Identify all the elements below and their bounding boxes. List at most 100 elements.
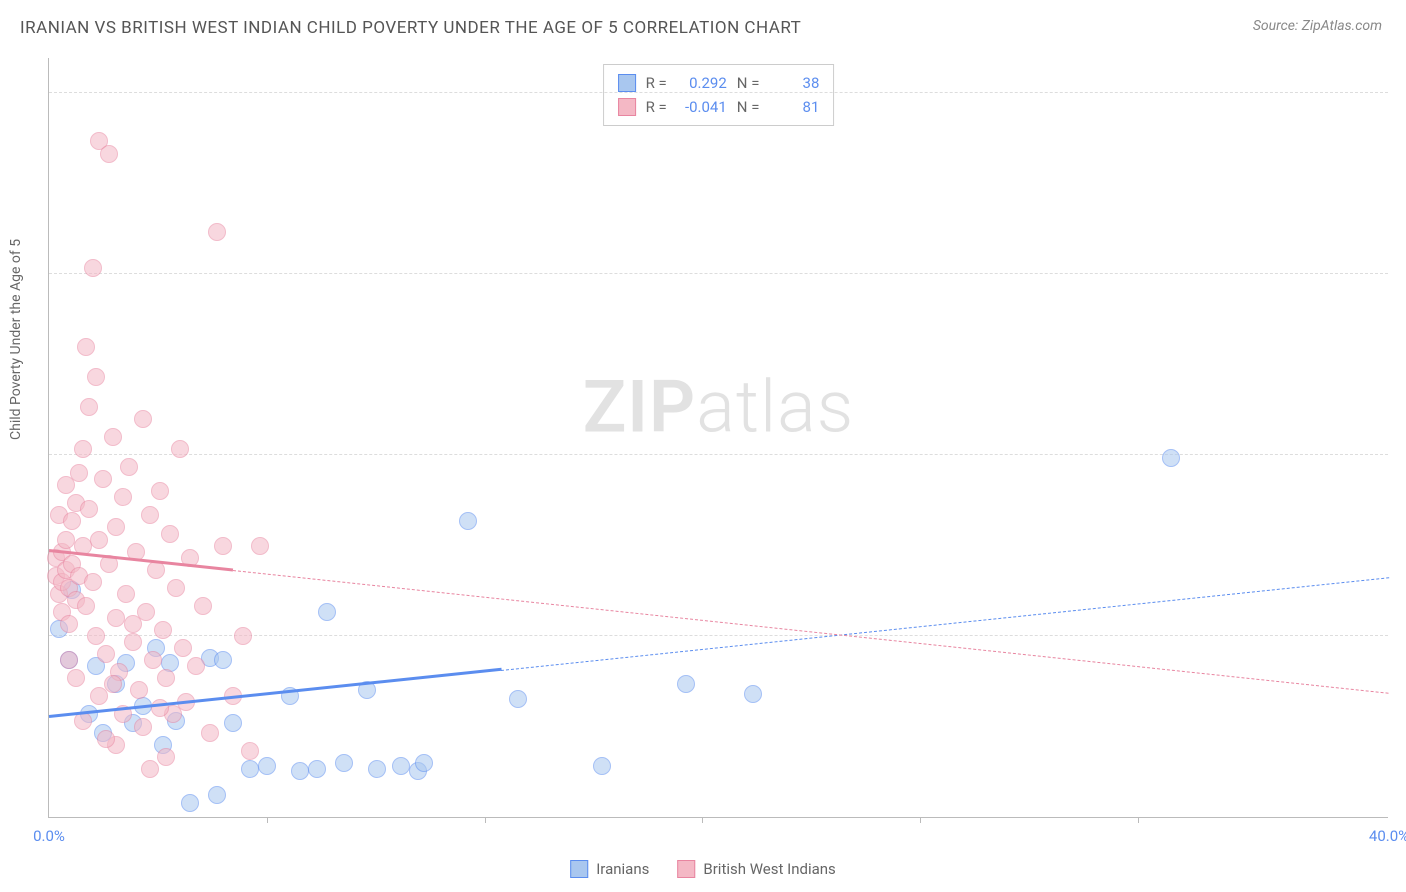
r-value: -0.041 [677, 95, 727, 119]
data-point [90, 531, 108, 549]
data-point [509, 690, 527, 708]
data-point [151, 482, 169, 500]
chart-header: IRANIAN VS BRITISH WEST INDIAN CHILD POV… [0, 0, 1406, 46]
data-point [97, 645, 115, 663]
data-point [124, 633, 142, 651]
data-point [104, 428, 122, 446]
data-point [214, 537, 232, 555]
data-point [107, 609, 125, 627]
gridline [49, 92, 1388, 93]
data-point [74, 440, 92, 458]
data-point [187, 657, 205, 675]
data-point [744, 685, 762, 703]
data-point [415, 754, 433, 772]
data-point [241, 760, 259, 778]
data-point [174, 639, 192, 657]
trend-line-extrapolated [501, 577, 1389, 671]
data-point [67, 669, 85, 687]
legend-item: Iranians [570, 860, 649, 878]
legend-label: British West Indians [703, 860, 835, 878]
data-point [100, 145, 118, 163]
data-point [77, 597, 95, 615]
stats-row: R = -0.041 N = 81 [618, 95, 820, 119]
data-point [80, 500, 98, 518]
r-label: R = [646, 95, 667, 119]
data-point [392, 757, 410, 775]
data-point [171, 440, 189, 458]
data-point [335, 754, 353, 772]
data-point [201, 724, 219, 742]
data-point [87, 368, 105, 386]
data-point [308, 760, 326, 778]
data-point [1162, 449, 1180, 467]
data-point [144, 651, 162, 669]
x-tick-mark [485, 817, 486, 823]
n-label: N = [737, 95, 760, 119]
data-point [258, 757, 276, 775]
trend-line-extrapolated [233, 570, 1389, 694]
data-point [154, 621, 172, 639]
data-point [97, 730, 115, 748]
watermark: ZIPatlas [583, 365, 855, 450]
data-point [134, 410, 152, 428]
series-swatch [618, 74, 636, 92]
data-point [70, 464, 88, 482]
data-point [208, 223, 226, 241]
series-swatch [677, 860, 695, 878]
legend-item: British West Indians [677, 860, 835, 878]
data-point [60, 615, 78, 633]
data-point [104, 675, 122, 693]
data-point [241, 742, 259, 760]
data-point [318, 603, 336, 621]
data-point [208, 786, 226, 804]
data-point [134, 718, 152, 736]
gridline [49, 273, 1388, 274]
data-point [117, 585, 135, 603]
data-point [161, 525, 179, 543]
data-point [141, 760, 159, 778]
data-point [94, 470, 112, 488]
x-tick-label: 40.0% [1369, 827, 1406, 845]
legend-label: Iranians [596, 860, 649, 878]
series-swatch [618, 98, 636, 116]
chart-source: Source: ZipAtlas.com [1253, 18, 1382, 34]
series-swatch [570, 860, 588, 878]
data-point [181, 794, 199, 812]
data-point [459, 512, 477, 530]
x-tick-mark [702, 817, 703, 823]
data-point [167, 579, 185, 597]
data-point [124, 615, 142, 633]
data-point [157, 669, 175, 687]
data-point [677, 675, 695, 693]
data-point [77, 338, 95, 356]
data-point [291, 762, 309, 780]
data-point [593, 757, 611, 775]
data-point [57, 531, 75, 549]
data-point [120, 458, 138, 476]
n-value: 81 [769, 95, 819, 119]
data-point [63, 512, 81, 530]
data-point [234, 627, 252, 645]
x-tick-mark [920, 817, 921, 823]
data-point [157, 748, 175, 766]
data-point [87, 627, 105, 645]
x-tick-mark [1138, 817, 1139, 823]
y-axis-label: Child Poverty Under the Age of 5 [8, 239, 24, 440]
data-point [224, 714, 242, 732]
data-point [251, 537, 269, 555]
data-point [368, 760, 386, 778]
x-tick-label: 0.0% [33, 827, 65, 845]
data-point [114, 488, 132, 506]
x-tick-mark [267, 817, 268, 823]
stats-legend: R =0.292N =38R =-0.041N =81 [603, 64, 835, 126]
data-point [60, 651, 78, 669]
data-point [107, 518, 125, 536]
data-point [84, 573, 102, 591]
bottom-legend: Iranians British West Indians [570, 860, 836, 878]
scatter-chart: ZIPatlas R =0.292N =38R =-0.041N =81 15.… [48, 58, 1388, 818]
data-point [194, 597, 212, 615]
data-point [130, 681, 148, 699]
data-point [214, 651, 232, 669]
data-point [141, 506, 159, 524]
data-point [80, 398, 98, 416]
